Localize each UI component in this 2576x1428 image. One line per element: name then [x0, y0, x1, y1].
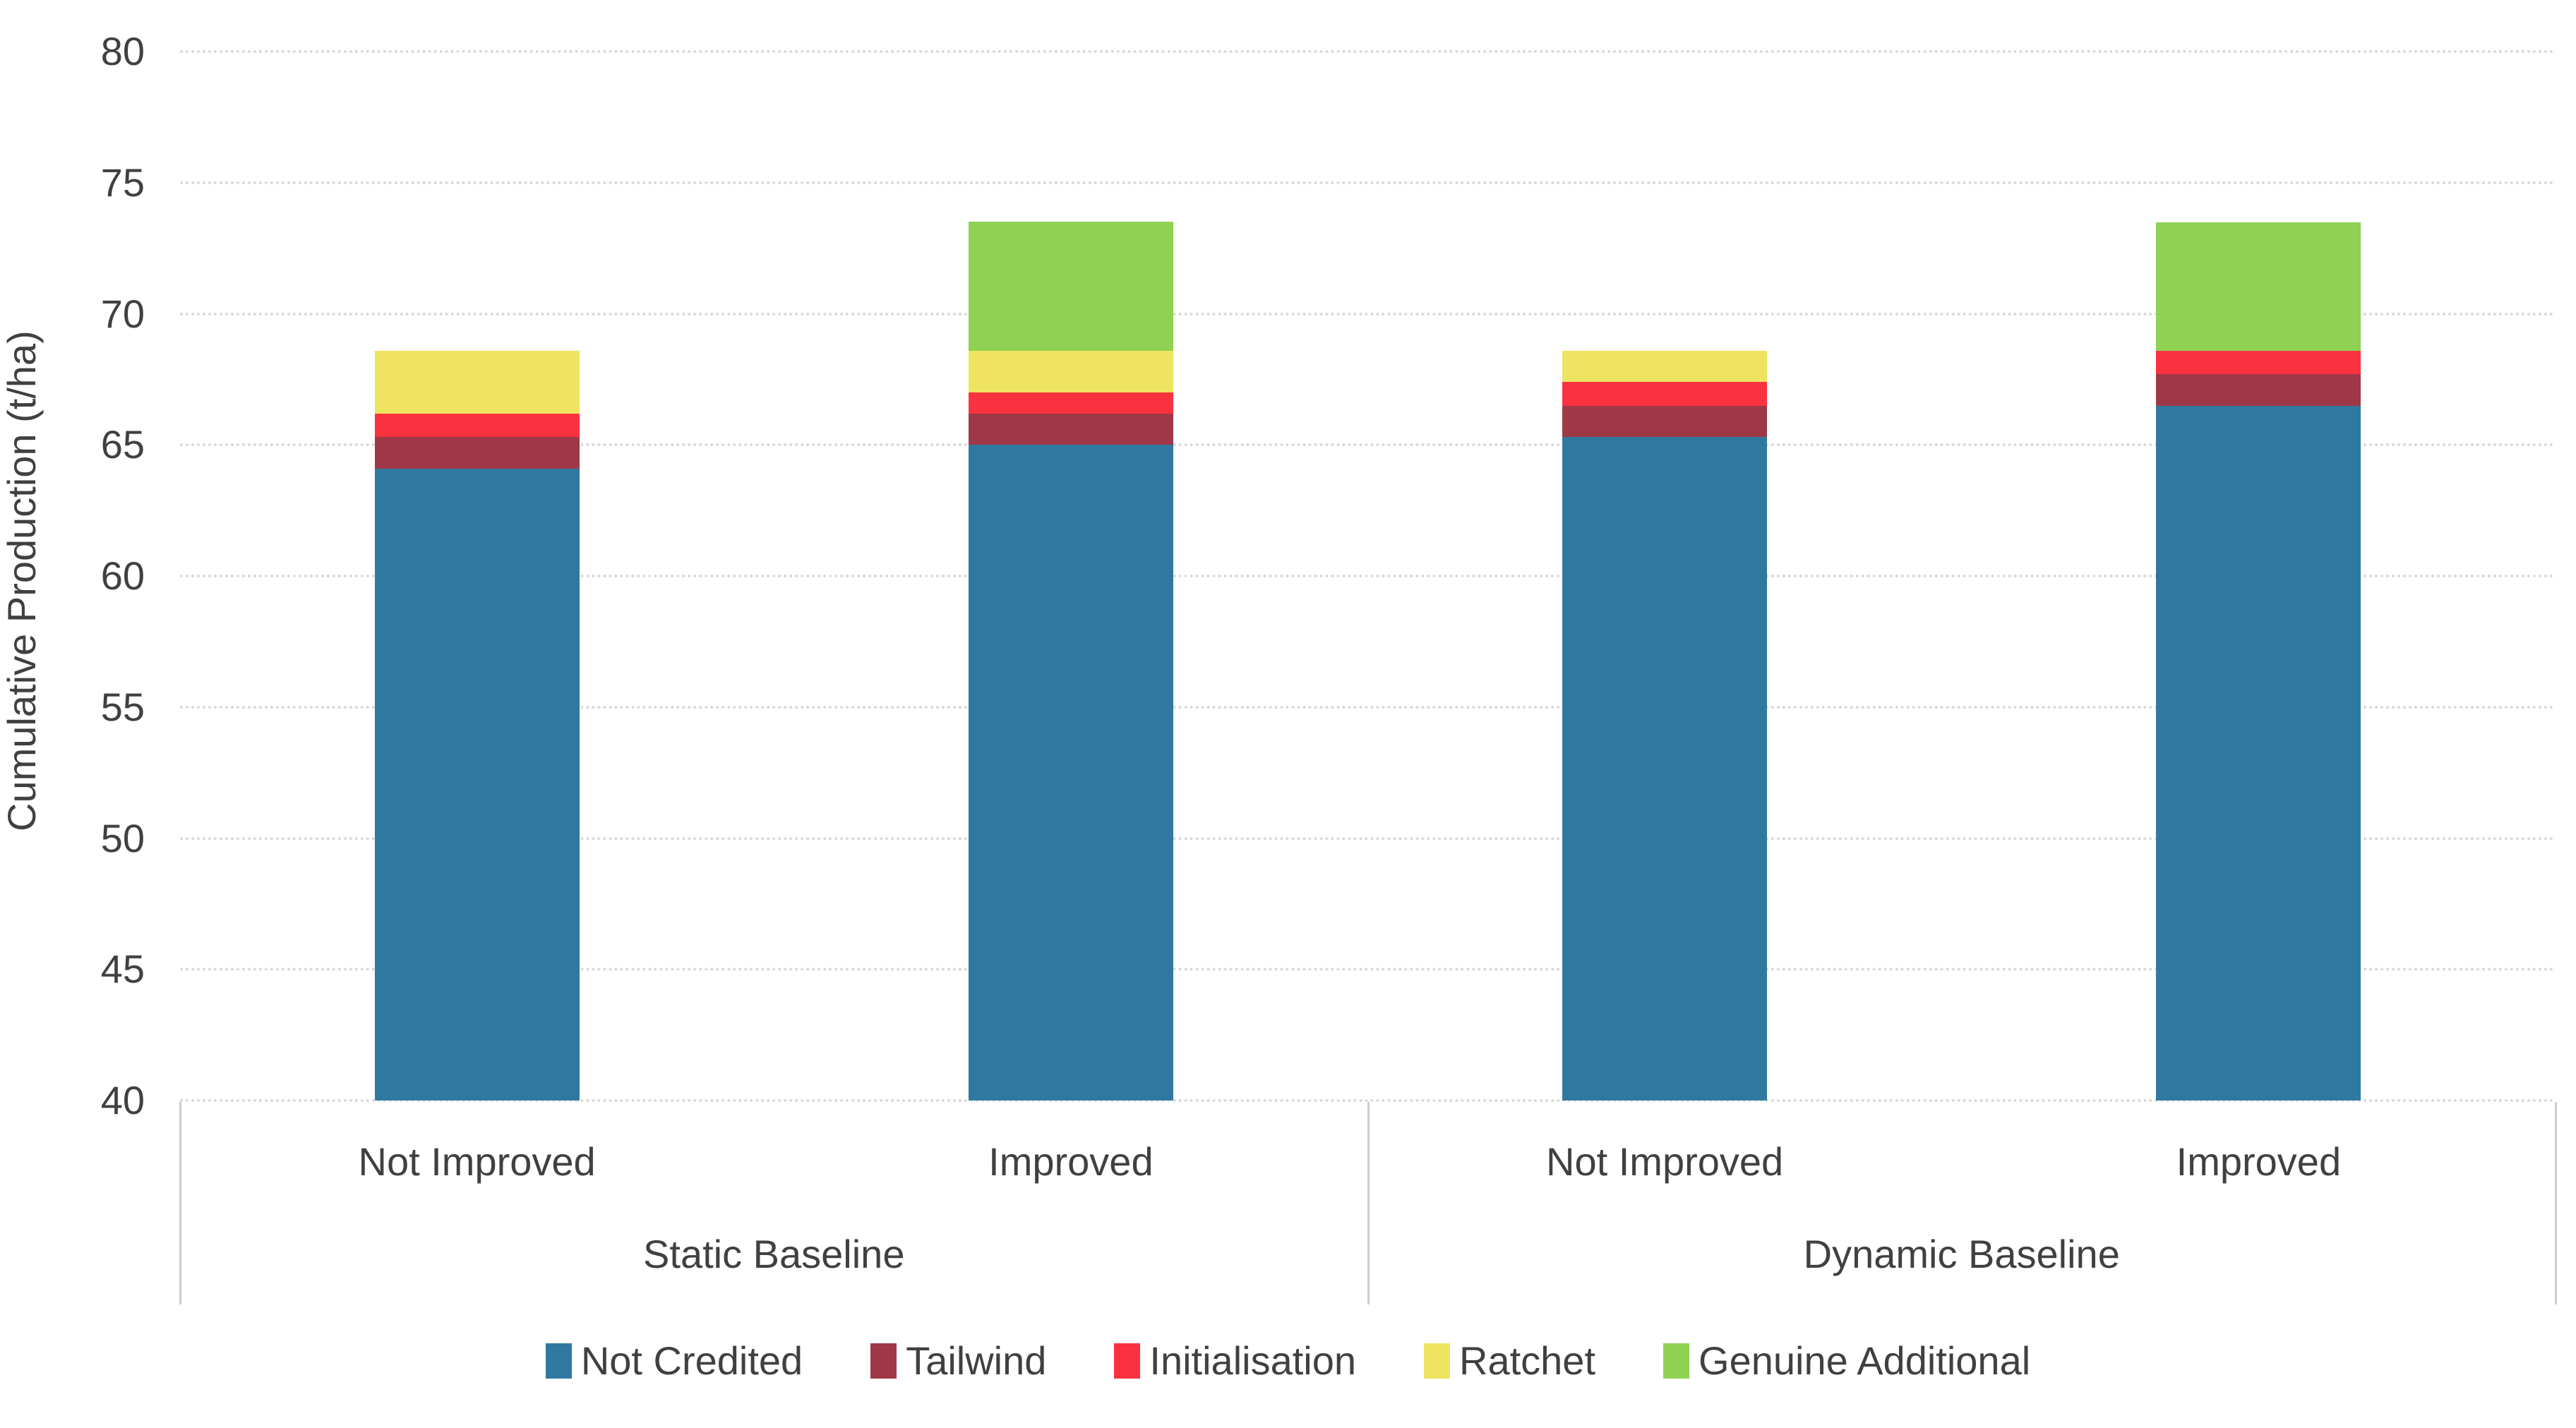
segment-tailwind	[2156, 373, 2361, 406]
legend-swatch-icon	[1424, 1343, 1451, 1379]
legend-item-not-credited: Not Credited	[545, 1338, 803, 1384]
segment-genuine-additional	[2156, 222, 2361, 351]
group-label: Static Baseline	[643, 1232, 905, 1276]
category-label: Not Improved	[358, 1139, 596, 1184]
legend-label: Not Credited	[580, 1338, 803, 1383]
y-tick-label: 45	[100, 947, 145, 992]
stacked-bar-static-baseline-not-improved	[374, 350, 580, 1100]
y-tick-label: 70	[100, 291, 145, 336]
segment-not-credited	[2156, 405, 2361, 1100]
segment-initialisation	[968, 392, 1173, 414]
y-tick-label: 60	[100, 553, 145, 598]
segment-tailwind	[374, 437, 580, 469]
stacked-bar-static-baseline-improved	[968, 222, 1173, 1100]
segment-ratchet	[374, 350, 580, 414]
legend-swatch-icon	[1114, 1343, 1141, 1379]
stacked-bar-dynamic-baseline-not-improved	[1562, 350, 1768, 1100]
gridline	[180, 1099, 2556, 1102]
segment-genuine-additional	[968, 222, 1173, 351]
segment-initialisation	[1562, 382, 1768, 406]
legend: Not Credited Tailwind Initialisation Ratche…	[0, 1338, 2576, 1384]
x-axis-category-band: Not Improved Improved Not Improved Improved…	[179, 1102, 2557, 1304]
axis-band-divider	[2555, 1102, 2557, 1304]
legend-swatch-icon	[545, 1343, 572, 1379]
legend-item-tailwind: Tailwind	[870, 1338, 1046, 1384]
segment-ratchet	[968, 350, 1173, 392]
group-label: Dynamic Baseline	[1803, 1232, 2120, 1276]
gridline	[180, 968, 2556, 971]
segment-initialisation	[374, 413, 580, 438]
axis-band-divider	[1367, 1102, 1370, 1304]
legend-swatch-icon	[1663, 1343, 1690, 1379]
y-tick-label: 50	[100, 815, 145, 860]
legend-item-genuine-additional: Genuine Additional	[1663, 1338, 2030, 1384]
legend-item-initialisation: Initialisation	[1114, 1338, 1356, 1384]
legend-label: Tailwind	[906, 1338, 1047, 1383]
bar-slot	[180, 350, 774, 1100]
segment-tailwind	[968, 413, 1173, 445]
gridline	[180, 705, 2556, 709]
y-tick-label: 65	[100, 422, 145, 467]
segment-ratchet	[1562, 350, 1768, 383]
y-tick-label: 80	[100, 29, 145, 73]
bar-slot	[1962, 222, 2556, 1100]
gridline	[180, 575, 2556, 577]
gridline	[180, 50, 2556, 53]
gridline	[180, 443, 2556, 447]
stacked-bar-dynamic-baseline-improved	[2156, 222, 2361, 1100]
plot-area	[180, 50, 2556, 1102]
y-tick-label: 55	[100, 684, 145, 729]
legend-item-ratchet: Ratchet	[1424, 1338, 1595, 1384]
bar-slot	[1368, 350, 1962, 1100]
legend-label: Initialisation	[1149, 1338, 1357, 1383]
axis-band-divider	[179, 1102, 181, 1304]
segment-not-credited	[374, 468, 580, 1100]
gridline	[180, 836, 2556, 840]
legend-label: Genuine Additional	[1699, 1338, 2031, 1383]
y-tick-label: 75	[100, 160, 145, 205]
segment-initialisation	[2156, 350, 2361, 374]
gridline	[180, 312, 2556, 316]
gridline	[180, 181, 2556, 184]
bar-slot	[774, 222, 1367, 1100]
legend-label: Ratchet	[1459, 1338, 1596, 1383]
y-tick-label: 40	[100, 1078, 145, 1122]
segment-tailwind	[1562, 405, 1768, 438]
segment-not-credited	[1562, 437, 1768, 1100]
legend-swatch-icon	[870, 1343, 897, 1379]
category-label: Not Improved	[1546, 1139, 1784, 1184]
category-label: Improved	[2176, 1139, 2342, 1184]
category-label: Improved	[988, 1139, 1154, 1184]
segment-not-credited	[968, 445, 1173, 1100]
